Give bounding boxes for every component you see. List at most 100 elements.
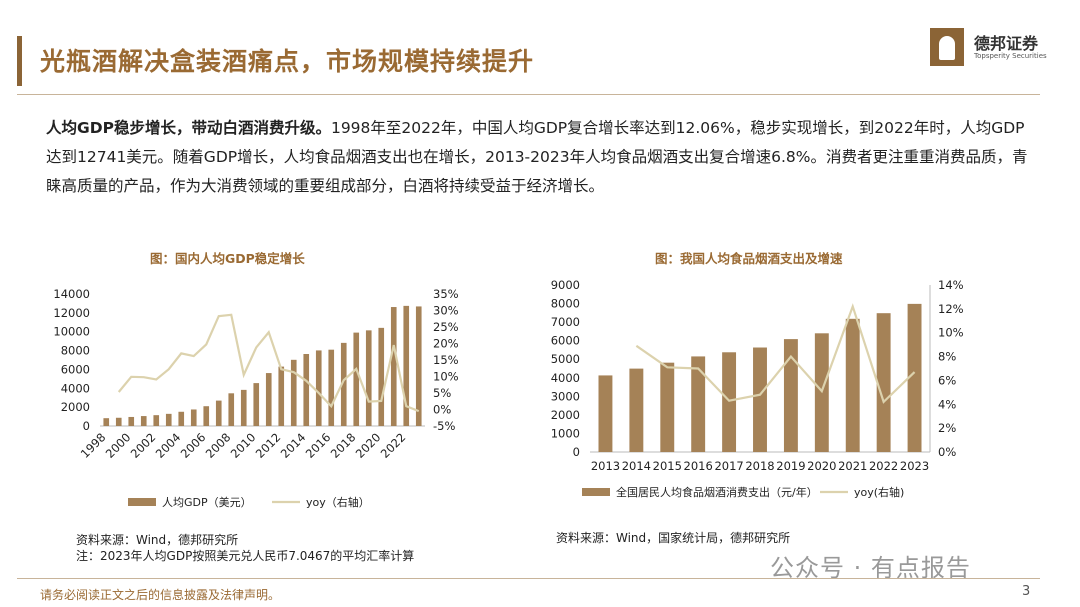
- y-tick-left: 2000: [551, 408, 580, 422]
- bar-2000: [128, 416, 135, 426]
- bar-2018: [353, 332, 360, 426]
- bar-2008: [228, 393, 235, 426]
- x-tick: 2012: [253, 430, 284, 461]
- y-tick-left: 12000: [53, 306, 90, 320]
- legend-bar-label: 人均GDP（美元）: [162, 496, 252, 509]
- y-tick-right: 30%: [433, 304, 459, 318]
- y-tick-right: -5%: [433, 419, 455, 433]
- summary-lead: 人均GDP稳步增长，带动白酒消费升级。: [46, 119, 331, 137]
- x-tick: 2022: [378, 430, 409, 461]
- x-tick: 2021: [838, 459, 867, 473]
- source-left: 资料来源：Wind，德邦研究所: [76, 533, 239, 547]
- legend-bar-label: 全国居民人均食品烟酒消费支出（元/年）: [616, 485, 818, 499]
- bar-2007: [215, 400, 222, 426]
- watermark: 公众号 · 有点报告: [770, 554, 971, 582]
- company-logo: 德邦证券 Topsperity Securities: [930, 28, 1060, 72]
- y-tick-left: 14000: [53, 287, 90, 301]
- y-tick-right: 10%: [938, 326, 964, 340]
- bar-2021: [390, 307, 397, 426]
- x-tick: 2018: [328, 430, 359, 461]
- y-tick-left: 8000: [551, 297, 580, 311]
- y-tick-right: 20%: [433, 337, 459, 351]
- bar-2009: [240, 389, 247, 426]
- x-tick: 2013: [591, 459, 620, 473]
- x-tick: 2015: [653, 459, 682, 473]
- y-tick-left: 9000: [551, 278, 580, 292]
- bar-2013: [290, 359, 297, 426]
- chart-title-gdp: 图：国内人均GDP稳定增长: [150, 251, 305, 266]
- x-tick: 2020: [807, 459, 836, 473]
- y-tick-right: 25%: [433, 320, 459, 334]
- bar-2021: [845, 318, 860, 452]
- legend-line-label: yoy(右轴): [854, 485, 904, 499]
- y-tick-left: 5000: [551, 352, 580, 366]
- x-tick: 2006: [178, 430, 209, 461]
- bar-2014: [629, 368, 644, 452]
- bar-2003: [165, 413, 172, 426]
- x-tick: 2019: [776, 459, 805, 473]
- x-tick: 2017: [714, 459, 743, 473]
- page-number: 3: [1022, 584, 1031, 599]
- summary-paragraph: 人均GDP稳步增长，带动白酒消费升级。1998年至2022年，中国人均GDP复合…: [46, 114, 1036, 201]
- note-left: 注：2023年人均GDP按照美元兑人民币7.0467的平均汇率计算: [76, 549, 415, 563]
- x-tick: 2004: [153, 430, 184, 461]
- x-tick: 2016: [684, 459, 713, 473]
- y-tick-left: 7000: [551, 315, 580, 329]
- y-tick-right: 6%: [938, 373, 956, 387]
- x-tick: 2014: [622, 459, 651, 473]
- chart-title-food: 图：我国人均食品烟酒支出及增速: [655, 251, 843, 266]
- title-divider: [17, 94, 1040, 95]
- logo-english: Topsperity Securities: [974, 52, 1047, 60]
- title-accent-bar: [17, 36, 22, 86]
- bar-2010: [253, 383, 260, 426]
- bar-2004: [178, 411, 185, 426]
- bar-2023: [907, 303, 922, 452]
- bar-2015: [315, 350, 322, 426]
- x-tick: 2020: [353, 430, 384, 461]
- bar-2016: [328, 349, 335, 426]
- x-tick: 2014: [278, 430, 309, 461]
- y-tick-right: 2%: [938, 421, 956, 435]
- bar-2014: [303, 354, 310, 426]
- bar-2020: [378, 327, 385, 426]
- y-tick-left: 6000: [61, 362, 90, 376]
- y-tick-left: 8000: [61, 344, 90, 358]
- y-tick-right: 0%: [938, 445, 956, 459]
- x-tick: 2000: [103, 430, 134, 461]
- y-tick-left: 2000: [61, 400, 90, 414]
- x-tick: 1998: [78, 430, 109, 461]
- bar-2019: [365, 330, 372, 426]
- y-tick-left: 6000: [551, 334, 580, 348]
- y-tick-right: 5%: [433, 386, 451, 400]
- y-tick-right: 0%: [433, 403, 451, 417]
- y-tick-left: 10000: [53, 325, 90, 339]
- y-tick-left: 1000: [551, 426, 580, 440]
- bar-2019: [783, 339, 798, 452]
- bar-1999: [115, 417, 122, 426]
- y-tick-left: 4000: [61, 381, 90, 395]
- bar-2022: [876, 313, 891, 452]
- logo-name: 德邦证券: [974, 34, 1039, 53]
- y-tick-right: 14%: [938, 278, 964, 292]
- y-tick-left: 0: [573, 445, 580, 459]
- bar-2017: [340, 342, 347, 426]
- y-tick-left: 0: [83, 419, 90, 433]
- x-tick: 2002: [128, 430, 159, 461]
- x-tick: 2018: [745, 459, 774, 473]
- legend-line-label: yoy（右轴）: [306, 495, 370, 509]
- bar-2001: [140, 416, 147, 426]
- yoy-line: [117, 313, 420, 413]
- x-tick: 2022: [869, 459, 898, 473]
- bar-2005: [190, 409, 197, 426]
- x-tick: 2023: [900, 459, 929, 473]
- legend-bar-swatch: [128, 498, 156, 506]
- bar-2016: [691, 356, 706, 452]
- bar-2012: [278, 366, 285, 426]
- yoy-line: [635, 303, 916, 404]
- y-tick-left: 3000: [551, 389, 580, 403]
- bar-2018: [753, 347, 767, 452]
- x-tick: 2010: [228, 430, 259, 461]
- y-tick-right: 4%: [938, 397, 956, 411]
